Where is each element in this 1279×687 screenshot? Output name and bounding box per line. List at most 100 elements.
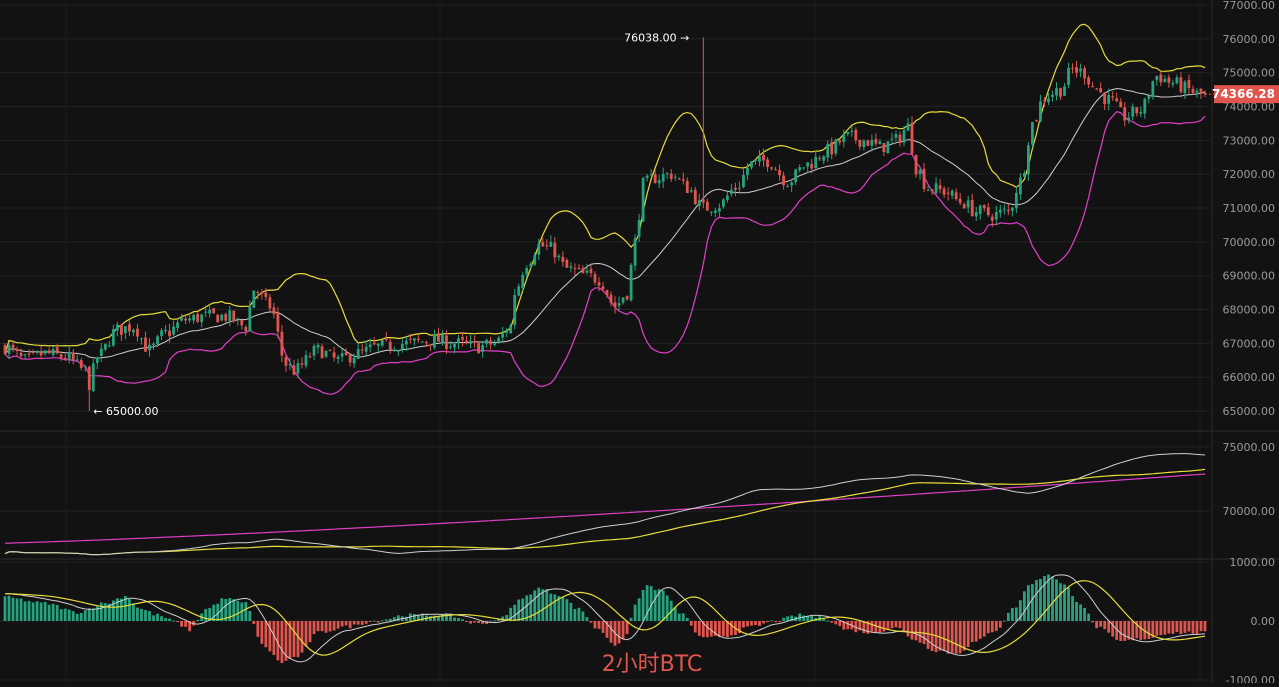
candle-body: [641, 177, 645, 222]
candle-body: [412, 338, 416, 341]
candle-body: [1091, 86, 1095, 88]
y-tick-label: -1000.00: [1226, 674, 1275, 683]
candle-body: [284, 357, 288, 366]
candle-body: [1191, 88, 1195, 94]
candle-body: [420, 341, 424, 343]
macd-histogram-bar: [898, 621, 902, 629]
macd-histogram-bar: [124, 596, 127, 621]
macd-histogram-bar: [79, 612, 83, 621]
candle-body: [798, 167, 802, 171]
macd-histogram-bar: [697, 621, 701, 636]
macd-histogram-bar: [192, 621, 196, 626]
candle-body: [625, 296, 629, 300]
macd-histogram-bar: [328, 621, 332, 632]
candle-body: [308, 356, 312, 358]
candle-body: [124, 326, 127, 334]
macd-histogram-bar: [364, 621, 368, 624]
candle-body: [842, 134, 846, 142]
candle-body: [1195, 90, 1199, 93]
candle-body: [156, 336, 159, 345]
candle-body: [445, 335, 448, 349]
macd-histogram-bar: [67, 609, 71, 621]
macd-histogram-bar: [966, 621, 970, 648]
candle-body: [144, 337, 147, 352]
ma-long-line: [4, 473, 1206, 544]
candle-body: [890, 138, 894, 140]
macd-histogram-bar: [962, 621, 966, 651]
macd-histogram-bar: [35, 601, 39, 621]
macd-histogram-bar: [140, 608, 143, 621]
macd-histogram-bar: [23, 601, 27, 621]
macd-histogram-bar: [1195, 621, 1199, 634]
candle-body: [834, 139, 838, 154]
candle-body: [465, 340, 468, 343]
candle-body: [232, 310, 236, 322]
candle-body: [200, 314, 204, 323]
candle-body: [1203, 92, 1207, 95]
macd-histogram-bar: [316, 621, 320, 632]
macd-histogram-bar: [1075, 601, 1078, 621]
macd-histogram-bar: [204, 608, 208, 621]
candle-body: [509, 325, 513, 334]
macd-histogram-bar: [810, 616, 814, 621]
candle-body: [866, 140, 870, 146]
candle-body: [39, 351, 43, 356]
macd-histogram-bar: [152, 615, 155, 621]
macd-histogram-bar: [416, 614, 420, 621]
macd-histogram-bar: [336, 621, 340, 629]
macd-histogram-bar: [1143, 621, 1147, 640]
macd-histogram-bar: [717, 621, 721, 638]
candle-body: [601, 286, 605, 290]
macd-histogram-bar: [1095, 621, 1099, 629]
candle-body: [176, 322, 179, 329]
candle-body: [693, 189, 697, 205]
candle-body: [1047, 98, 1050, 103]
macd-histogram-bar: [1071, 596, 1074, 621]
macd-histogram-bar: [288, 621, 292, 659]
macd-histogram-bar: [1107, 621, 1111, 633]
macd-histogram-bar: [75, 613, 79, 621]
candle-body: [469, 340, 472, 344]
candle-body: [970, 199, 974, 216]
candle-body: [930, 189, 934, 192]
candle-body: [541, 242, 545, 247]
macd-histogram-bar: [1079, 604, 1082, 621]
candle-body: [858, 139, 862, 147]
macd-histogram-bar: [304, 621, 308, 647]
macd-histogram-bar: [1002, 620, 1006, 622]
macd-histogram-bar: [39, 602, 43, 621]
macd-histogram-bar: [63, 608, 67, 621]
candle-body: [742, 174, 745, 188]
candle-body: [196, 314, 200, 322]
candle-body: [184, 318, 188, 321]
candle-body: [208, 309, 212, 314]
macd-histogram-bar: [465, 621, 468, 622]
candle-body: [119, 324, 123, 335]
candle-body: [1139, 111, 1143, 114]
y-tick-label: 71000.00: [1223, 202, 1276, 215]
macd-histogram-bar: [1179, 621, 1183, 635]
macd-histogram-bar: [894, 621, 898, 628]
macd-histogram-bar: [376, 621, 380, 623]
macd-histogram-bar: [212, 604, 216, 621]
macd-histogram-bar: [1187, 621, 1191, 632]
candle-body: [1043, 99, 1046, 101]
candle-body: [425, 342, 428, 344]
candle-body: [721, 199, 725, 207]
macd-histogram-bar: [176, 621, 179, 622]
candle-body: [998, 209, 1002, 213]
candle-body: [826, 143, 830, 158]
candle-body: [770, 167, 773, 169]
macd-histogram-bar: [742, 621, 745, 628]
candle-body: [645, 175, 649, 178]
candle-body: [613, 302, 617, 308]
candle-body: [1143, 99, 1147, 114]
y-tick-label: 75000.00: [1223, 67, 1276, 80]
macd-histogram-bar: [886, 621, 890, 630]
candle-body: [689, 190, 693, 192]
candle-body: [778, 170, 781, 176]
macd-histogram-bar: [368, 621, 372, 622]
macd-histogram-bar: [196, 619, 200, 621]
candle-body: [188, 318, 192, 321]
candle-body: [248, 307, 252, 332]
